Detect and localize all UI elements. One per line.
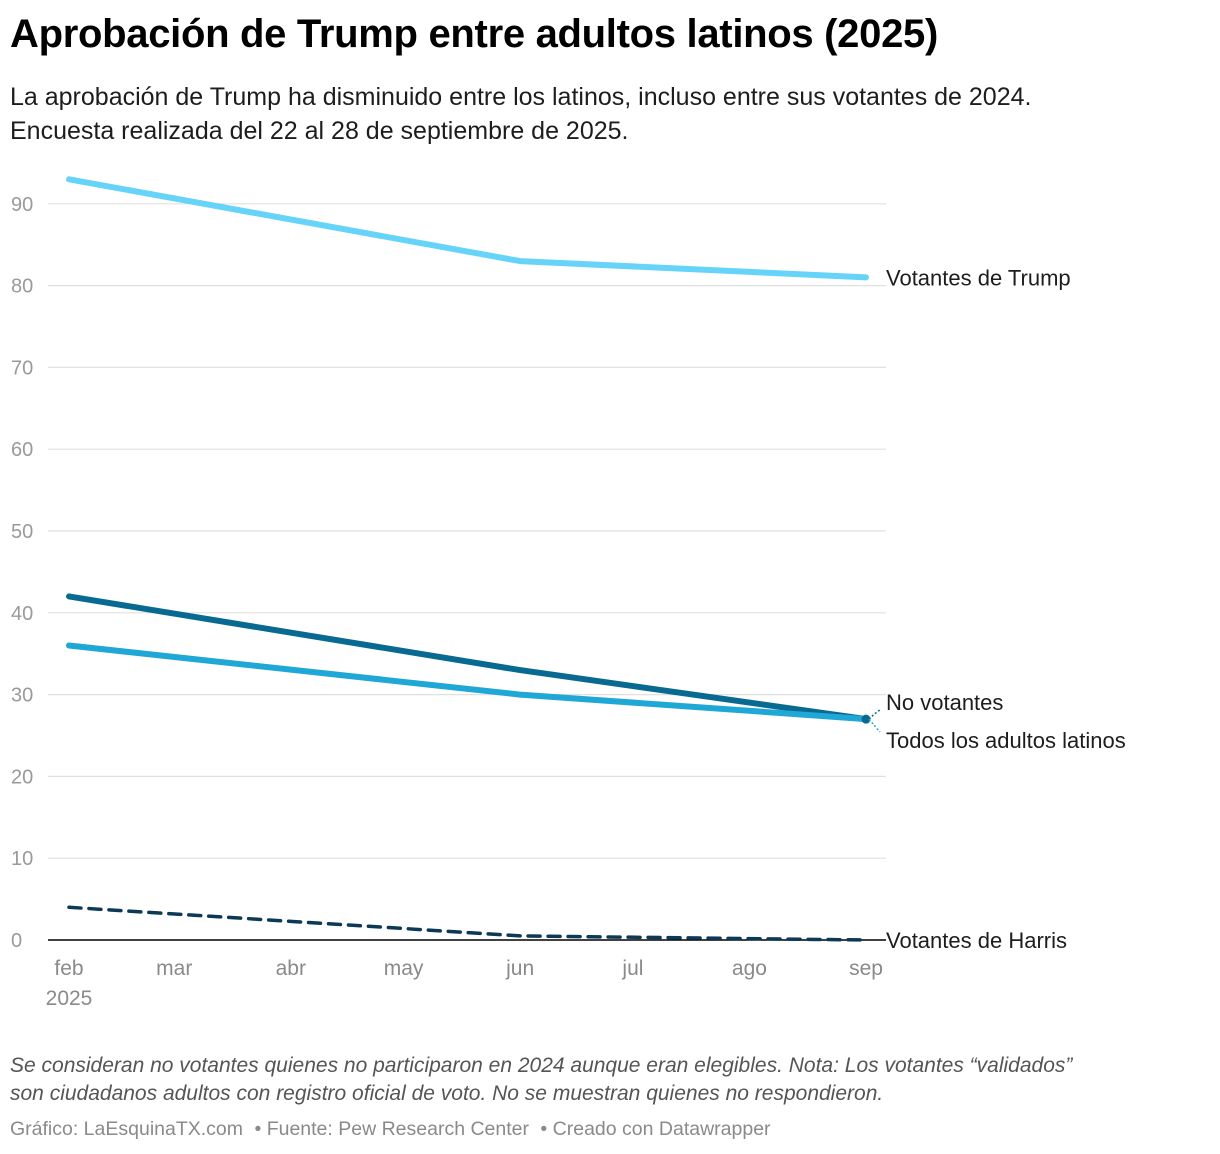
x-tick-label-feb: feb <box>54 957 83 980</box>
series-label-1: No votantes <box>886 690 1003 715</box>
series-line-0 <box>66 176 869 281</box>
x-tick-label-ago: ago <box>732 957 767 980</box>
y-tick-label-50: 50 <box>11 521 33 543</box>
series-label-leader-1 <box>868 709 881 720</box>
y-tick-label-20: 20 <box>11 766 33 788</box>
footer-credit: Gráfico: LaEsquinaTX.com <box>10 1118 244 1140</box>
notes-line-1: Se consideran no votantes quienes no par… <box>10 1054 1073 1077</box>
series-line-1 <box>66 593 869 723</box>
x-tick-label-jun: jun <box>505 957 534 980</box>
chart-footer: Gráfico: LaEsquinaTX.com • Fuente: Pew R… <box>10 1118 777 1141</box>
footer-source: • Fuente: Pew Research Center <box>254 1118 529 1140</box>
series-label-0: Votantes de Trump <box>886 265 1071 290</box>
series-label-3: Votantes de Harris <box>886 928 1067 953</box>
x-tick-label-abr: abr <box>276 957 306 980</box>
y-tick-label-10: 10 <box>11 848 33 870</box>
y-tick-label-0: 0 <box>11 930 22 952</box>
x-tick-label-mar: mar <box>156 957 192 980</box>
notes-line-2: son ciudadanos adultos con registro ofic… <box>10 1082 884 1105</box>
subtitle-line-1: La aprobación de Trump ha disminuido ent… <box>10 83 1032 111</box>
x-tick-label-jul: jul <box>621 957 643 980</box>
chart-notes: Se consideran no votantes quienes no par… <box>10 1052 1210 1108</box>
x-tick-label-may: may <box>384 957 424 980</box>
y-tick-label-70: 70 <box>11 357 33 379</box>
chart-title: Aprobación de Trump entre adultos latino… <box>10 12 938 56</box>
series-line-2 <box>66 642 869 723</box>
line-chart: 0 10 20 30 40 50 60 70 80 90 feb mar abr may jun jul ago… <box>11 176 1126 1010</box>
series-label-2: Todos los adultos latinos <box>886 728 1126 753</box>
subtitle-line-2: Encuesta realizada del 22 al 28 de septi… <box>10 117 629 145</box>
x-year-label: 2025 <box>46 987 93 1010</box>
footer-tool: • Creado con Datawrapper <box>540 1118 771 1140</box>
y-tick-label-60: 60 <box>11 439 33 461</box>
y-tick-label-40: 40 <box>11 603 33 625</box>
series-label-leader-2 <box>868 718 881 733</box>
series-line-3 <box>67 905 868 942</box>
chart-subtitle: La aprobación de Trump ha disminuido ent… <box>10 80 1210 148</box>
y-tick-label-30: 30 <box>11 685 33 707</box>
x-tick-label-sep: sep <box>849 957 883 980</box>
y-tick-label-90: 90 <box>11 194 33 216</box>
series-endpoint-marker <box>861 714 871 724</box>
y-tick-label-80: 80 <box>11 276 33 298</box>
